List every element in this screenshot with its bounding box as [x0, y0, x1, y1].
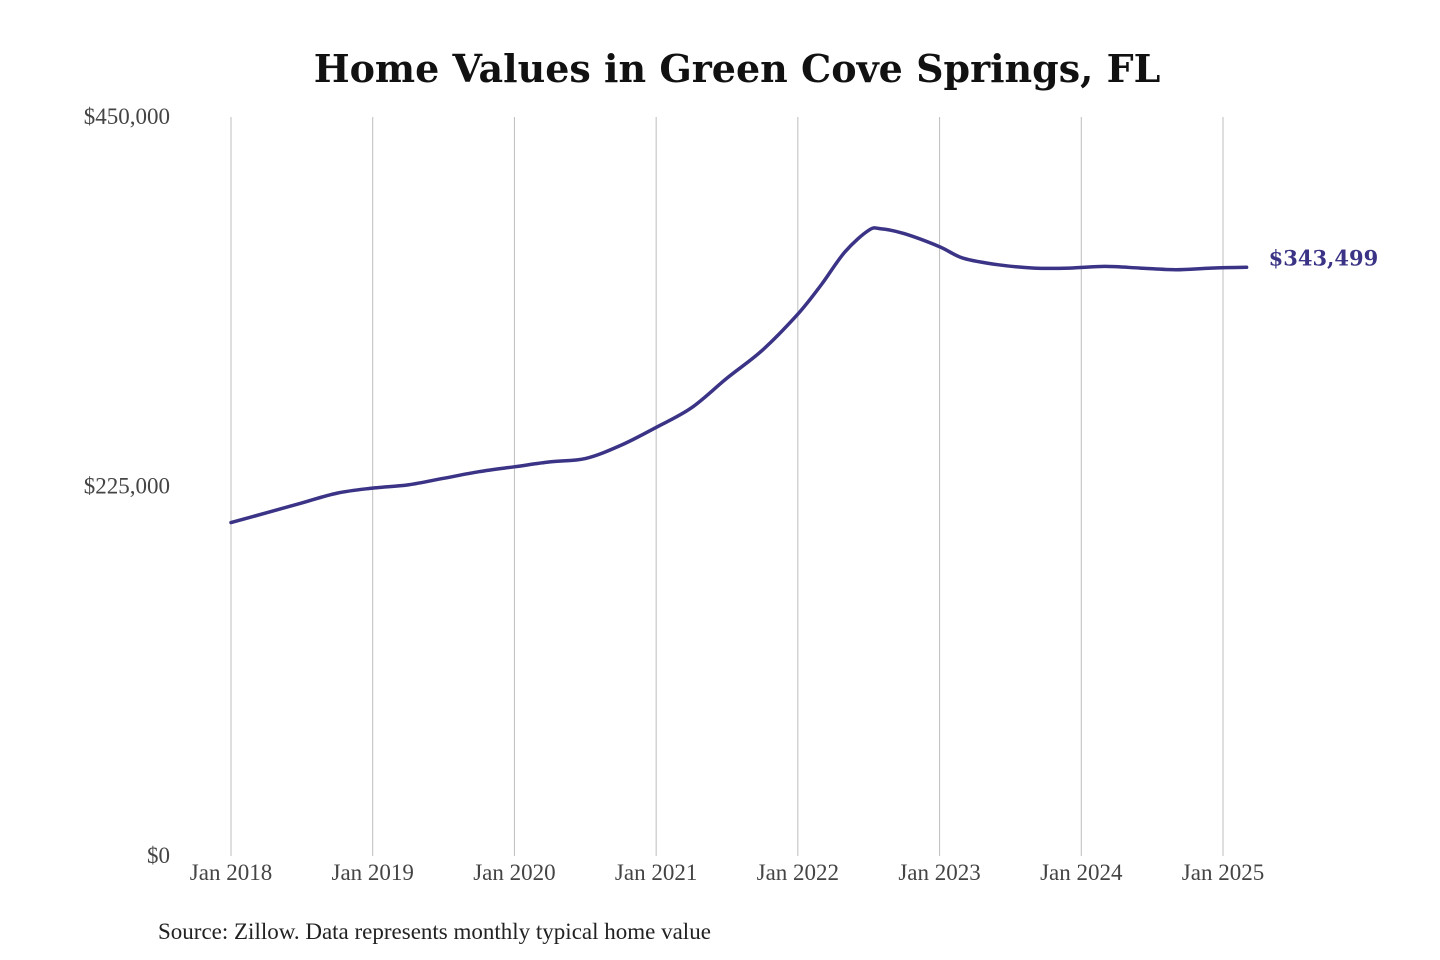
- x-tick-label: Jan 2018: [190, 860, 272, 885]
- x-tick-label: Jan 2022: [757, 860, 839, 885]
- y-axis-labels: $0 $225,000 $450,000: [84, 104, 170, 868]
- y-tick-label: $0: [147, 843, 170, 868]
- y-tick-label: $450,000: [84, 104, 170, 129]
- x-tick-label: Jan 2025: [1182, 860, 1264, 885]
- end-value-label: $343,499: [1269, 245, 1379, 270]
- y-tick-label: $225,000: [84, 474, 170, 499]
- gridlines: [230, 117, 1224, 856]
- x-tick-label: Jan 2021: [615, 860, 697, 885]
- x-tick-label: Jan 2020: [473, 860, 555, 885]
- home-value-line: [229, 226, 1249, 525]
- x-tick-label: Jan 2019: [332, 860, 414, 885]
- chart-title: Home Values in Green Cove Springs, FL: [314, 46, 1161, 91]
- x-tick-label: Jan 2024: [1040, 860, 1123, 885]
- source-note: Source: Zillow. Data represents monthly …: [158, 919, 711, 944]
- x-tick-label: Jan 2023: [898, 860, 980, 885]
- x-axis-labels: Jan 2018 Jan 2019 Jan 2020 Jan 2021 Jan 2022…: [190, 860, 1264, 885]
